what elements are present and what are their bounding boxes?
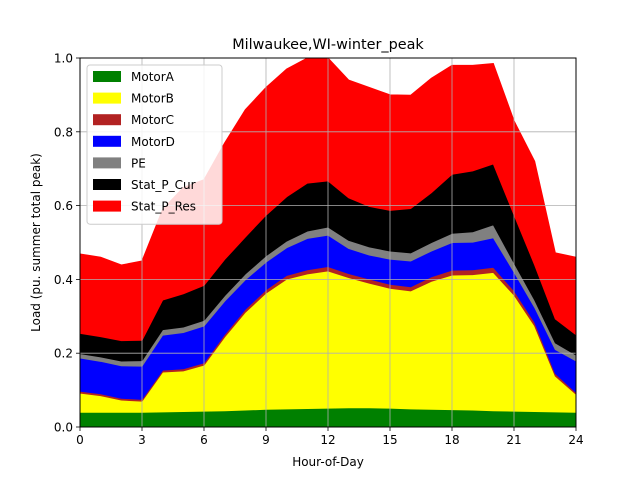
legend-swatch-motord (93, 135, 121, 147)
x-tick-label: 18 (444, 433, 459, 447)
legend-swatch-motorc (93, 114, 121, 126)
x-tick-label: 3 (138, 433, 146, 447)
legend-swatch-pe (93, 157, 121, 169)
x-tick-label: 12 (320, 433, 335, 447)
legend: MotorA MotorB MotorC MotorD PE Stat_P_Cur Stat… (86, 64, 223, 225)
x-axis-label: Hour-of-Day (292, 455, 364, 469)
y-tick-label: 0.6 (54, 199, 73, 213)
x-tick-label: 6 (200, 433, 208, 447)
x-tick-label: 21 (506, 433, 521, 447)
y-tick-label: 0.8 (54, 125, 73, 139)
x-tick-label: 24 (568, 433, 583, 447)
x-tick-label: 9 (262, 433, 270, 447)
legend-label-stat-p-res: Stat_P_Res (131, 200, 196, 214)
legend-label-motorc: MotorC (131, 113, 174, 127)
legend-swatch-motora (93, 71, 121, 82)
x-tick-label: 0 (76, 433, 84, 447)
legend-swatch-stat-p-res (93, 200, 121, 212)
y-axis: 0.0 0.2 0.4 0.6 0.8 1.0 (54, 52, 80, 435)
legend-label-stat-p-cur: Stat_P_Cur (131, 178, 196, 192)
y-tick-label: 1.0 (54, 52, 73, 66)
legend-label-motorb: MotorB (131, 92, 174, 106)
y-tick-label: 0.2 (54, 347, 73, 361)
x-axis: 0 3 6 9 12 15 18 21 24 (76, 427, 584, 447)
legend-label-motora: MotorA (131, 70, 175, 84)
chart-title: Milwaukee,WI-winter_peak (232, 37, 424, 53)
y-tick-label: 0.4 (54, 273, 73, 287)
y-tick-label: 0.0 (54, 421, 73, 435)
y-axis-label: Load (pu. summer total peak) (29, 153, 43, 332)
legend-label-motord: MotorD (131, 135, 175, 149)
legend-label-pe: PE (131, 156, 146, 170)
legend-swatch-motorb (93, 92, 121, 104)
legend-swatch-stat-p-cur (93, 179, 121, 190)
x-tick-label: 15 (382, 433, 397, 447)
